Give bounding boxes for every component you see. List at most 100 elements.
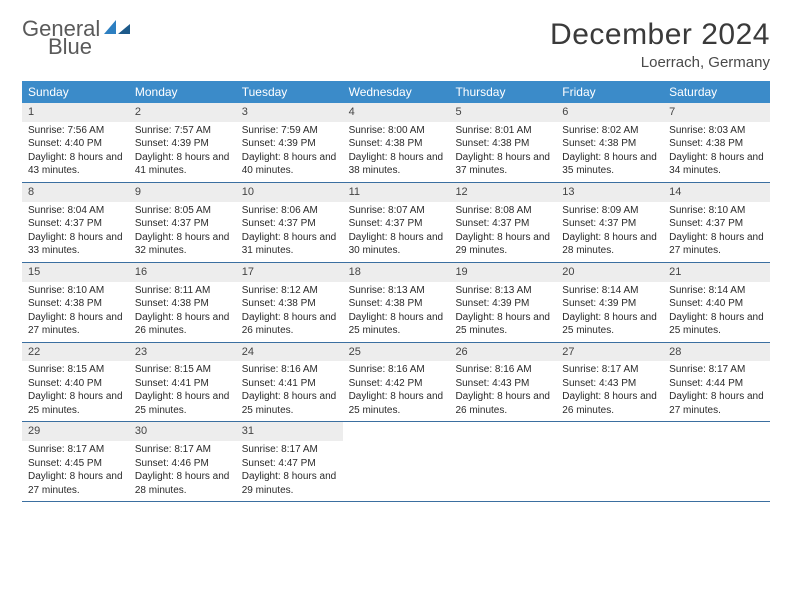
- daylight-text: Daylight: 8 hours and 34 minutes.: [669, 151, 764, 178]
- sunset-text: Sunset: 4:37 PM: [135, 217, 230, 231]
- day-number: 20: [556, 263, 663, 282]
- day-number: 29: [22, 422, 129, 441]
- day-info: Sunrise: 8:14 AMSunset: 4:39 PMDaylight:…: [556, 284, 663, 338]
- sunset-text: Sunset: 4:39 PM: [135, 137, 230, 151]
- day-cell: 1Sunrise: 7:56 AMSunset: 4:40 PMDaylight…: [22, 103, 129, 182]
- day-number: 14: [663, 183, 770, 202]
- sunset-text: Sunset: 4:38 PM: [28, 297, 123, 311]
- day-cell: 26Sunrise: 8:16 AMSunset: 4:43 PMDayligh…: [449, 343, 556, 422]
- sunset-text: Sunset: 4:37 PM: [242, 217, 337, 231]
- day-number: 26: [449, 343, 556, 362]
- day-number: 21: [663, 263, 770, 282]
- day-cell: 14 Sunrise: 8:10 AMSunset: 4:37 PMDayligh…: [663, 183, 770, 262]
- day-cell: 16Sunrise: 8:11 AMSunset: 4:38 PMDayligh…: [129, 263, 236, 342]
- daylight-text: Daylight: 8 hours and 33 minutes.: [28, 231, 123, 258]
- day-cell: 20 Sunrise: 8:14 AMSunset: 4:39 PMDayligh…: [556, 263, 663, 342]
- sunset-text: Sunset: 4:40 PM: [28, 377, 123, 391]
- day-number: 18: [343, 263, 450, 282]
- day-number: 1: [22, 103, 129, 122]
- day-cell: 11 Sunrise: 8:07 AMSunset: 4:37 PMDayligh…: [343, 183, 450, 262]
- sunrise-text: Sunrise: 8:06 AM: [242, 204, 337, 218]
- sunrise-text: Sunrise: 8:10 AM: [28, 284, 123, 298]
- sunset-text: Sunset: 4:37 PM: [669, 217, 764, 231]
- day-info: Sunrise: 8:10 AMSunset: 4:37 PMDaylight:…: [663, 204, 770, 258]
- day-number: 10: [236, 183, 343, 202]
- day-number: 15: [22, 263, 129, 282]
- sunrise-text: Sunrise: 8:12 AM: [242, 284, 337, 298]
- daylight-text: Daylight: 8 hours and 26 minutes.: [562, 390, 657, 417]
- day-number: 31: [236, 422, 343, 441]
- sunset-text: Sunset: 4:43 PM: [455, 377, 550, 391]
- day-info: Sunrise: 8:10 AMSunset: 4:38 PMDaylight:…: [22, 284, 129, 338]
- day-cell: 3Sunrise: 7:59 AMSunset: 4:39 PMDaylight…: [236, 103, 343, 182]
- day-info: Sunrise: 8:08 AMSunset: 4:37 PMDaylight:…: [449, 204, 556, 258]
- daylight-text: Daylight: 8 hours and 25 minutes.: [28, 390, 123, 417]
- day-info: Sunrise: 8:01 AMSunset: 4:38 PMDaylight:…: [449, 124, 556, 178]
- day-info: Sunrise: 8:14 AMSunset: 4:40 PMDaylight:…: [663, 284, 770, 338]
- sunrise-text: Sunrise: 8:16 AM: [242, 363, 337, 377]
- day-number: 11: [343, 183, 450, 202]
- sunrise-text: Sunrise: 8:14 AM: [562, 284, 657, 298]
- daylight-text: Daylight: 8 hours and 35 minutes.: [562, 151, 657, 178]
- sunset-text: Sunset: 4:38 PM: [349, 297, 444, 311]
- day-info: Sunrise: 8:00 AMSunset: 4:38 PMDaylight:…: [343, 124, 450, 178]
- day-cell: [556, 422, 663, 501]
- week-row: 29Sunrise: 8:17 AMSunset: 4:45 PMDayligh…: [22, 422, 770, 502]
- daylight-text: Daylight: 8 hours and 25 minutes.: [455, 311, 550, 338]
- sunrise-text: Sunrise: 8:09 AM: [562, 204, 657, 218]
- sunrise-text: Sunrise: 8:16 AM: [455, 363, 550, 377]
- sunset-text: Sunset: 4:42 PM: [349, 377, 444, 391]
- day-number: 17: [236, 263, 343, 282]
- daylight-text: Daylight: 8 hours and 26 minutes.: [455, 390, 550, 417]
- day-cell: [343, 422, 450, 501]
- day-cell: 2Sunrise: 7:57 AMSunset: 4:39 PMDaylight…: [129, 103, 236, 182]
- sunrise-text: Sunrise: 8:16 AM: [349, 363, 444, 377]
- sunset-text: Sunset: 4:40 PM: [669, 297, 764, 311]
- calendar: SundayMondayTuesdayWednesdayThursdayFrid…: [22, 81, 770, 502]
- daylight-text: Daylight: 8 hours and 25 minutes.: [669, 311, 764, 338]
- weekday-header: Saturday: [663, 81, 770, 103]
- day-cell: 18Sunrise: 8:13 AMSunset: 4:38 PMDayligh…: [343, 263, 450, 342]
- daylight-text: Daylight: 8 hours and 32 minutes.: [135, 231, 230, 258]
- sunrise-text: Sunrise: 8:17 AM: [28, 443, 123, 457]
- daylight-text: Daylight: 8 hours and 27 minutes.: [28, 470, 123, 497]
- sunrise-text: Sunrise: 8:14 AM: [669, 284, 764, 298]
- day-cell: 4 Sunrise: 8:00 AMSunset: 4:38 PMDaylight…: [343, 103, 450, 182]
- day-info: Sunrise: 8:11 AMSunset: 4:38 PMDaylight:…: [129, 284, 236, 338]
- daylight-text: Daylight: 8 hours and 25 minutes.: [242, 390, 337, 417]
- sunrise-text: Sunrise: 7:57 AM: [135, 124, 230, 138]
- day-cell: 13Sunrise: 8:09 AMSunset: 4:37 PMDayligh…: [556, 183, 663, 262]
- day-info: Sunrise: 8:02 AMSunset: 4:38 PMDaylight:…: [556, 124, 663, 178]
- sunset-text: Sunset: 4:38 PM: [562, 137, 657, 151]
- sunset-text: Sunset: 4:38 PM: [349, 137, 444, 151]
- day-info: Sunrise: 8:07 AMSunset: 4:37 PMDaylight:…: [343, 204, 450, 258]
- daylight-text: Daylight: 8 hours and 28 minutes.: [135, 470, 230, 497]
- daylight-text: Daylight: 8 hours and 26 minutes.: [242, 311, 337, 338]
- sunrise-text: Sunrise: 8:17 AM: [562, 363, 657, 377]
- sunset-text: Sunset: 4:44 PM: [669, 377, 764, 391]
- daylight-text: Daylight: 8 hours and 37 minutes.: [455, 151, 550, 178]
- sunrise-text: Sunrise: 8:15 AM: [135, 363, 230, 377]
- sunrise-text: Sunrise: 8:01 AM: [455, 124, 550, 138]
- sunset-text: Sunset: 4:46 PM: [135, 457, 230, 471]
- day-info: Sunrise: 8:15 AMSunset: 4:41 PMDaylight:…: [129, 363, 236, 417]
- daylight-text: Daylight: 8 hours and 27 minutes.: [28, 311, 123, 338]
- day-cell: 8Sunrise: 8:04 AMSunset: 4:37 PMDaylight…: [22, 183, 129, 262]
- day-number: 4: [343, 103, 450, 122]
- sunrise-text: Sunrise: 8:11 AM: [135, 284, 230, 298]
- day-cell: 19Sunrise: 8:13 AMSunset: 4:39 PMDayligh…: [449, 263, 556, 342]
- sunrise-text: Sunrise: 8:17 AM: [135, 443, 230, 457]
- sunrise-text: Sunrise: 8:17 AM: [242, 443, 337, 457]
- weeks-container: 1Sunrise: 7:56 AMSunset: 4:40 PMDaylight…: [22, 103, 770, 502]
- day-cell: 29Sunrise: 8:17 AMSunset: 4:45 PMDayligh…: [22, 422, 129, 501]
- day-cell: 21 Sunrise: 8:14 AMSunset: 4:40 PMDayligh…: [663, 263, 770, 342]
- day-cell: 12Sunrise: 8:08 AMSunset: 4:37 PMDayligh…: [449, 183, 556, 262]
- day-cell: 10Sunrise: 8:06 AMSunset: 4:37 PMDayligh…: [236, 183, 343, 262]
- day-number: 7: [663, 103, 770, 122]
- title-block: December 2024 Loerrach, Germany: [550, 18, 770, 71]
- week-row: 8Sunrise: 8:04 AMSunset: 4:37 PMDaylight…: [22, 183, 770, 263]
- weekday-header: Wednesday: [343, 81, 450, 103]
- day-cell: 7Sunrise: 8:03 AMSunset: 4:38 PMDaylight…: [663, 103, 770, 182]
- logo-text-block: General Blue: [22, 18, 100, 58]
- day-cell: 15 Sunrise: 8:10 AMSunset: 4:38 PMDayligh…: [22, 263, 129, 342]
